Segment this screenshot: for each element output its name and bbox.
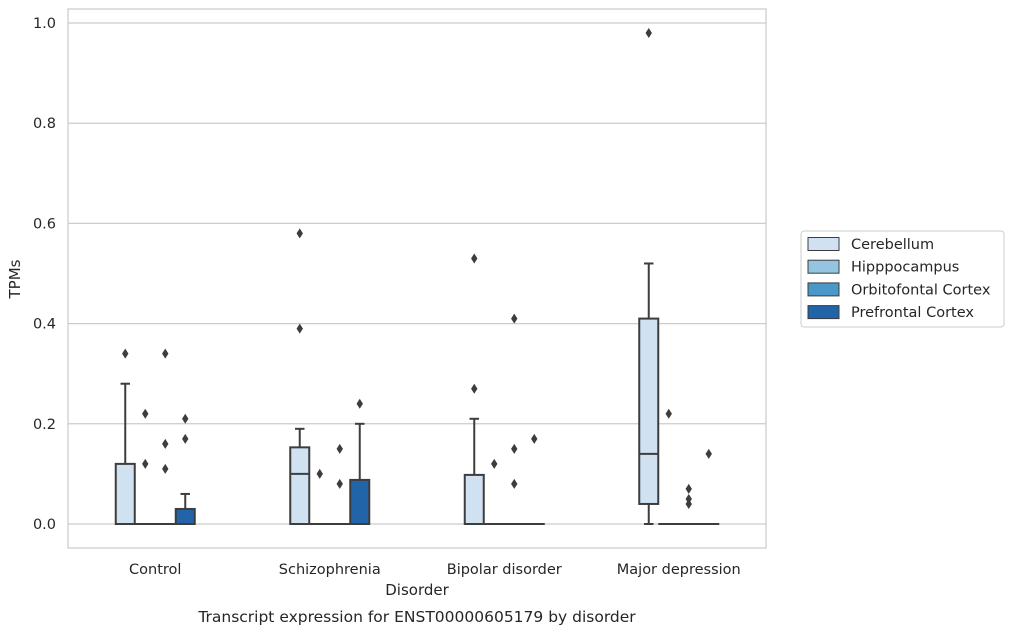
outlier-point	[685, 493, 692, 504]
outlier-point	[471, 383, 478, 394]
outlier-point	[491, 458, 498, 469]
legend-item: Prefrontal Cortex	[807, 305, 974, 321]
legend-label: Hipppocampus	[851, 260, 959, 276]
outlier-point	[336, 478, 343, 489]
y-axis-label: TPMs	[6, 259, 24, 299]
y-tick-label: 0.4	[33, 317, 56, 333]
legend-item: Hipppocampus	[807, 259, 959, 276]
x-axis-label: Disorder	[385, 581, 449, 599]
outlier-point	[685, 483, 692, 494]
legend-swatch	[807, 305, 840, 320]
x-tick-label: Bipolar disorder	[447, 562, 562, 578]
y-tick-label: 0.8	[33, 116, 56, 132]
outlier-point	[471, 253, 478, 264]
outlier-point	[336, 443, 343, 454]
box-group	[174, 413, 196, 526]
outlier-point	[531, 433, 538, 444]
outlier-point	[511, 443, 518, 454]
outlier-point	[316, 468, 323, 479]
y-tick-label: 0.6	[33, 216, 56, 232]
legend-label: Prefrontal Cortex	[851, 305, 974, 321]
x-tick-label: Major depression	[617, 562, 741, 578]
outlier-point	[162, 348, 169, 359]
box-group	[503, 313, 525, 526]
box-group	[463, 253, 485, 526]
box-group	[289, 228, 311, 525]
outlier-point	[162, 463, 169, 474]
outlier-point	[142, 408, 149, 419]
legend-swatch	[807, 259, 840, 274]
outlier-point	[356, 398, 363, 409]
outlier-point	[511, 313, 518, 324]
outlier-point	[182, 413, 189, 424]
plot-frame	[67, 8, 767, 549]
box-group	[349, 398, 371, 525]
legend-frame	[800, 230, 1005, 328]
y-tick-labels: 0.0 0.2 0.4 0.6 0.8 1.0	[33, 16, 56, 533]
outlier-point	[122, 348, 129, 359]
legend-item: Cerebellum	[807, 237, 934, 253]
box-group	[678, 483, 700, 526]
chart-marks	[114, 28, 720, 526]
box	[114, 462, 136, 526]
outlier-point	[142, 458, 149, 469]
plot-background	[68, 9, 766, 548]
outlier-point	[162, 438, 169, 449]
box-group	[638, 28, 660, 525]
outlier-point	[665, 408, 672, 419]
outlier-point	[296, 323, 303, 334]
legend-swatch	[807, 237, 840, 251]
box-group	[114, 348, 136, 526]
outlier-point	[182, 433, 189, 444]
legend-label: Cerebellum	[851, 237, 934, 253]
outlier-point	[705, 448, 712, 459]
legend-swatch	[807, 282, 840, 297]
box	[289, 446, 311, 525]
legend: Cerebellum Hipppocampus Orbitofontal Corte…	[800, 230, 1005, 328]
outlier-point	[511, 478, 518, 489]
outlier-point	[685, 498, 692, 509]
x-tick-labels: Control Schizophrenia Bipolar disorder Majo…	[129, 562, 741, 578]
legend-label: Orbitofontal Cortex	[851, 282, 991, 298]
box-group	[329, 443, 351, 526]
box	[174, 507, 196, 526]
chart-caption: Transcript expression for ENST0000060517…	[197, 608, 636, 626]
box	[638, 317, 660, 505]
box	[349, 478, 371, 525]
y-tick-label: 1.0	[33, 16, 56, 32]
box-group	[523, 433, 545, 526]
y-tick-label: 0.0	[33, 517, 56, 533]
outlier-point	[296, 228, 303, 239]
x-tick-label: Control	[129, 562, 181, 578]
box-group	[698, 448, 720, 526]
box	[463, 473, 485, 526]
y-tick-label: 0.2	[33, 417, 56, 433]
x-tick-label: Schizophrenia	[279, 562, 381, 578]
outlier-point	[645, 28, 652, 39]
legend-item: Orbitofontal Cortex	[807, 282, 991, 298]
